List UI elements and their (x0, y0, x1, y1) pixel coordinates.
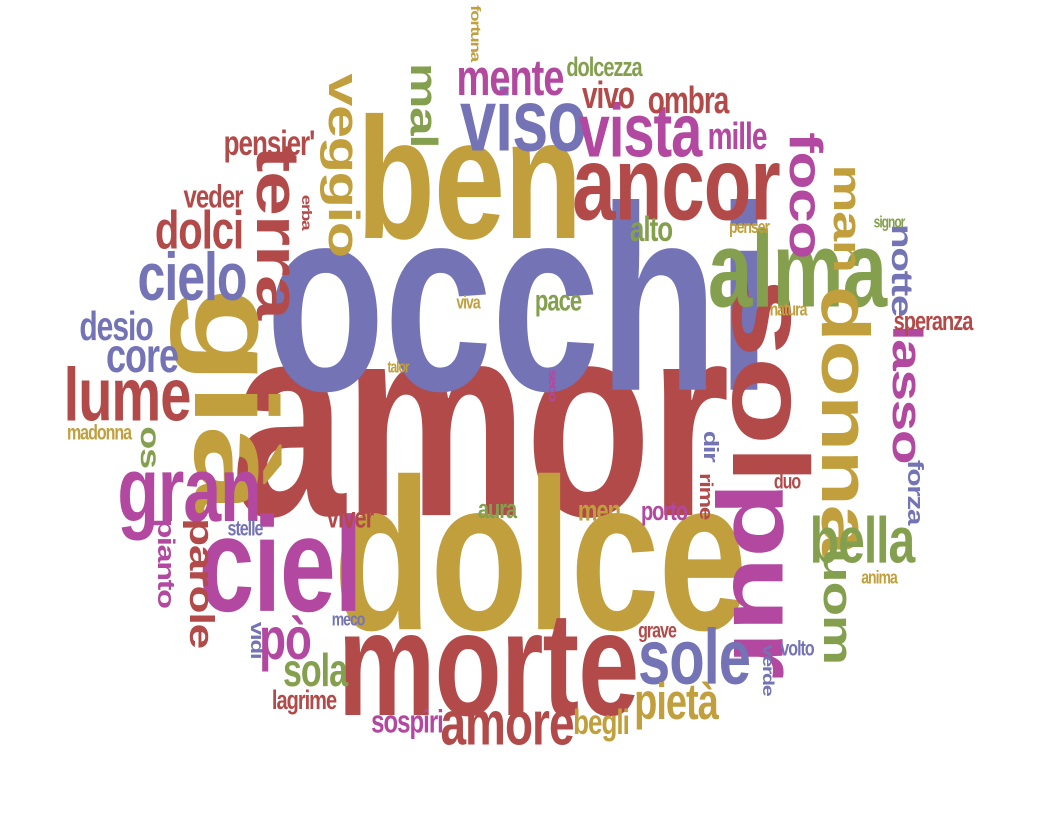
word-48: pianto (152, 518, 179, 608)
word-55: dir (699, 430, 721, 462)
word-3: dolce (333, 433, 748, 676)
word-40: sospiri (371, 704, 444, 741)
word-37: desio (79, 305, 153, 350)
word-57: duo (773, 470, 801, 494)
word-51: men (577, 493, 621, 528)
word-46: speranza (893, 307, 974, 337)
word-35: notte (885, 223, 918, 317)
word-25: dolci (154, 201, 244, 261)
word-63: stelle (227, 517, 264, 541)
word-2: occhi (265, 152, 771, 447)
word-62: meco (331, 608, 366, 630)
word-68: anima (861, 566, 897, 588)
word-53: lagrime (271, 686, 337, 716)
word-19: cielo (137, 239, 248, 315)
word-41: begli (573, 701, 630, 743)
word-28: man (825, 164, 869, 272)
word-30: core (105, 327, 179, 383)
word-26: lasso (884, 324, 931, 464)
word-12: vista (578, 87, 703, 173)
word-16: gran (117, 438, 261, 542)
word-17: sole (637, 613, 751, 702)
word-22: foco (780, 132, 832, 258)
word-20: amore (440, 687, 574, 759)
word-49: viver (326, 500, 374, 535)
word-34: sola (282, 645, 348, 697)
word-9: ciel (198, 489, 363, 641)
word-5: morte (337, 581, 640, 748)
word-60: verde (759, 644, 776, 696)
word-33: vivo (581, 74, 635, 117)
word-70: seco (546, 369, 560, 401)
word-38: mille (707, 115, 768, 158)
word-64: viva (456, 291, 480, 313)
word-23: veggio (319, 73, 368, 257)
word-73: os (135, 426, 166, 468)
word-21: bella (809, 505, 915, 578)
word-50: aura (477, 495, 517, 525)
word-39: pensier' (223, 122, 316, 164)
word-44: pace (534, 283, 582, 318)
word-54: madonna (66, 421, 132, 445)
word-32: ombra (647, 79, 730, 122)
word-45: dolcezza (566, 53, 642, 83)
word-58: grave (638, 619, 677, 643)
word-52: porto (640, 497, 688, 527)
word-71: erba (299, 194, 315, 230)
word-29: mal (402, 62, 444, 148)
word-24: mente (456, 50, 565, 108)
word-65: natura (769, 298, 808, 320)
word-27: uom (815, 548, 862, 664)
word-59: volto (780, 637, 814, 661)
word-18: lume (63, 351, 192, 437)
word-69: talor (387, 357, 409, 377)
word-43: alto (629, 208, 673, 250)
word-42: veder (183, 179, 243, 216)
word-72: fortuna (468, 5, 484, 61)
word-66: penser (729, 215, 770, 237)
word-47: forza (903, 459, 928, 525)
word-1: amor (231, 265, 729, 575)
word-67: signor (873, 212, 906, 232)
word-36: parole (182, 518, 220, 648)
word-10: alma (707, 209, 887, 330)
word-74: pò (259, 606, 312, 673)
word-11: viso (459, 70, 587, 170)
word-31: pietà (634, 674, 719, 732)
word-4: ben (356, 82, 583, 276)
word-6: ancor (572, 123, 780, 243)
word-56: rime (696, 473, 716, 519)
